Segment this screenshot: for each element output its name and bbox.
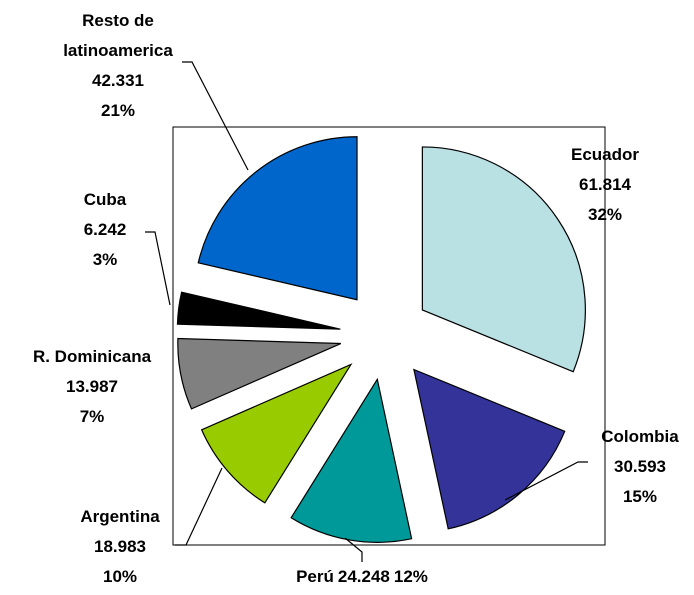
slice-value: 18.983 xyxy=(94,537,146,556)
slice-name: Colombia xyxy=(601,427,679,446)
slice-name: Perú xyxy=(296,567,334,586)
slice-label: Cuba 6.242 3% xyxy=(84,185,127,275)
slice-label: Perú 24.248 12% xyxy=(294,562,430,592)
pie-slice xyxy=(421,146,586,373)
slice-percent: 10% xyxy=(102,567,138,586)
pie-slice xyxy=(177,337,342,410)
leader-line xyxy=(344,537,363,562)
slice-label: Ecuador 61.814 32% xyxy=(571,140,639,230)
slice-label: Argentina 18.983 10% xyxy=(80,502,159,592)
slice-name: Resto de latinoamerica xyxy=(63,11,173,60)
slice-percent: 3% xyxy=(92,250,118,269)
slice-value: 24.248 xyxy=(337,567,390,586)
slice-value: 30.593 xyxy=(613,457,666,476)
slice-percent: 7% xyxy=(79,407,105,426)
slice-label: Resto de latinoamerica 42.331 21% xyxy=(53,6,183,126)
slices xyxy=(176,136,586,543)
slice-label: R. Dominicana 13.987 7% xyxy=(33,342,151,432)
slice-value: 42.331 xyxy=(92,71,144,90)
pie-slice xyxy=(200,363,353,504)
leader-lines xyxy=(145,61,588,562)
slice-percent: 21% xyxy=(100,101,136,120)
slice-label: Colombia 30.593 15% xyxy=(601,422,678,512)
slice-percent: 15% xyxy=(622,487,658,506)
leader-line xyxy=(504,461,588,501)
slice-name: Ecuador xyxy=(570,145,640,164)
slice-value: 61.814 xyxy=(579,175,631,194)
leader-line xyxy=(182,61,249,171)
leader-line xyxy=(145,231,171,306)
slice-percent: 12% xyxy=(393,567,428,586)
slice-value: 6.242 xyxy=(83,220,127,239)
slice-percent: 32% xyxy=(587,205,623,224)
slice-name: Cuba xyxy=(83,190,127,209)
slice-name: R. Dominicana xyxy=(32,347,152,366)
pie-slice xyxy=(290,377,413,543)
slice-name: Argentina xyxy=(80,507,160,526)
pie-slice xyxy=(413,368,566,530)
pie-slice xyxy=(197,136,358,301)
slice-value: 13.987 xyxy=(66,377,118,396)
leader-line xyxy=(175,467,223,546)
pie-slice xyxy=(176,291,341,330)
